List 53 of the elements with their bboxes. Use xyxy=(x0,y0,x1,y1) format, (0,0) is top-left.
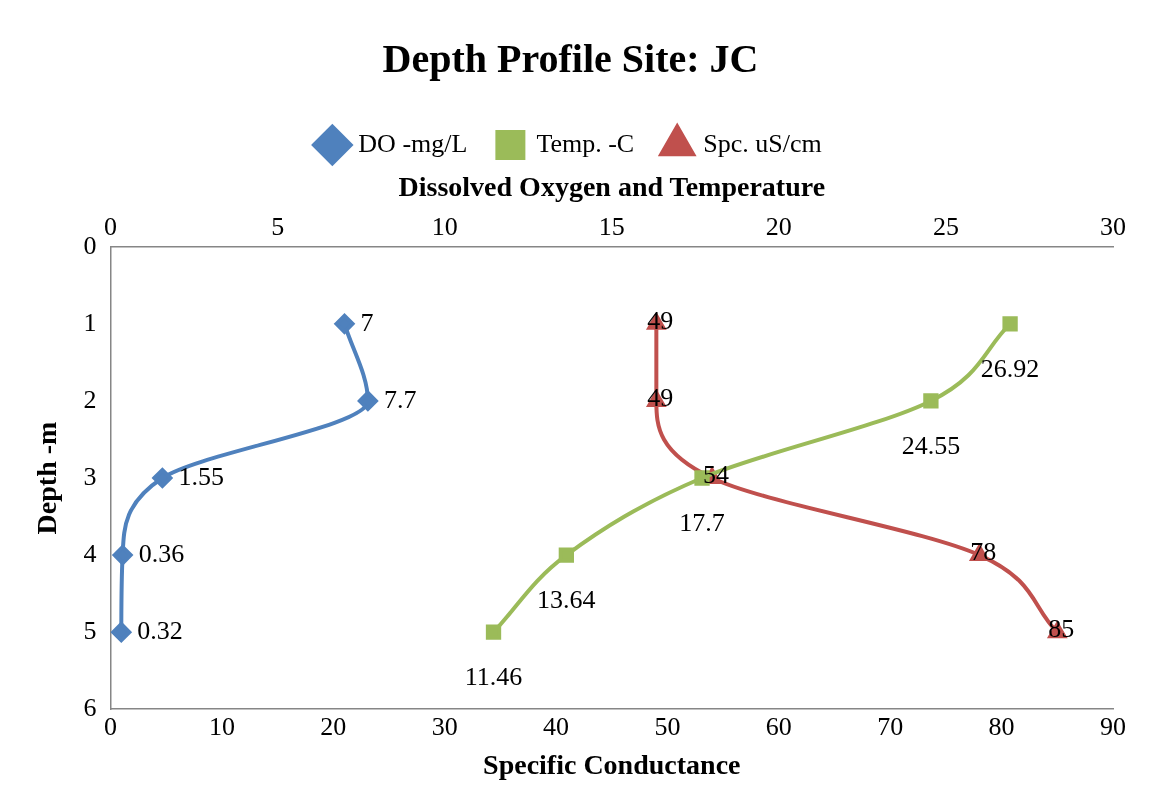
x-tick-label: 80 xyxy=(988,711,1015,741)
y-tick-label: 1 xyxy=(83,307,97,337)
y-tick-label: 3 xyxy=(83,461,97,491)
data-label: 24.55 xyxy=(901,430,961,460)
x-axis-title: Specific Conductance xyxy=(483,749,741,781)
legend-label: DO -mg/L xyxy=(358,128,468,158)
x-tick-label: 40 xyxy=(543,711,570,741)
point xyxy=(485,624,502,640)
data-label: 54 xyxy=(703,459,730,489)
point xyxy=(923,393,939,409)
y-tick-label: 5 xyxy=(83,615,97,645)
point xyxy=(357,390,378,411)
point xyxy=(111,622,132,643)
x2-tick-label: 5 xyxy=(271,212,285,242)
chart-title: Depth Profile Site: JC xyxy=(382,36,759,82)
x-tick-label: 70 xyxy=(877,711,904,741)
data-label: 7 xyxy=(360,307,374,337)
x-tick-label: 0 xyxy=(104,711,118,741)
data-label: 26.92 xyxy=(980,353,1040,383)
x2-tick-label: 20 xyxy=(765,212,792,242)
y-tick-label: 4 xyxy=(83,538,97,568)
point xyxy=(334,313,355,334)
x2-tick-label: 30 xyxy=(1100,212,1126,242)
x-tick-label: 10 xyxy=(208,711,235,741)
y-axis-title: Depth -m xyxy=(31,421,63,535)
legend-label: Spc. uS/cm xyxy=(703,128,822,158)
x-tick-label: 90 xyxy=(1100,711,1126,741)
data-label: 7.7 xyxy=(383,384,417,414)
y-tick-label: 6 xyxy=(83,693,97,723)
x-tick-label: 60 xyxy=(765,711,792,741)
y-tick-label: 2 xyxy=(83,384,97,414)
data-label: 13.64 xyxy=(537,584,596,614)
point xyxy=(152,468,173,488)
data-label: 11.46 xyxy=(464,661,523,691)
x2-axis-title: Dissolved Oxygen and Temperature xyxy=(398,171,826,203)
data-label: 0.32 xyxy=(137,615,183,645)
legend-label: Temp. -C xyxy=(536,128,635,158)
data-label: 17.7 xyxy=(679,507,725,537)
x-tick-label: 50 xyxy=(654,711,681,741)
point xyxy=(558,547,575,563)
data-label: 78 xyxy=(970,536,997,566)
point xyxy=(112,545,133,566)
data-label: 85 xyxy=(1048,613,1075,643)
x2-tick-label: 10 xyxy=(431,212,458,242)
x2-tick-label: 15 xyxy=(598,212,625,242)
data-label: 1.55 xyxy=(178,461,224,491)
y-tick-label: 0 xyxy=(83,230,97,260)
x2-tick-label: 0 xyxy=(104,212,118,242)
x-tick-label: 30 xyxy=(431,711,458,741)
data-label: 0.36 xyxy=(138,538,185,568)
x-tick-label: 20 xyxy=(320,711,347,741)
point xyxy=(1002,316,1018,332)
x2-tick-label: 25 xyxy=(932,212,959,242)
